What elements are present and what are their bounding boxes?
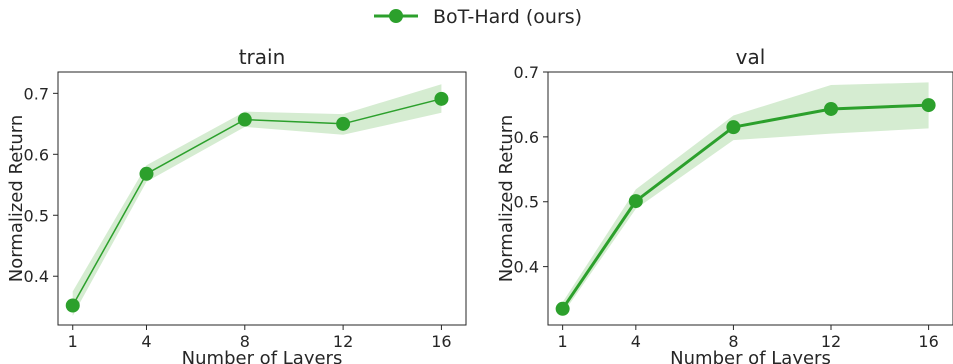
chart-title: train [239,45,286,69]
x-tick-label: 1 [68,332,78,351]
data-point [726,120,741,135]
data-point [628,194,643,209]
data-point [555,301,570,316]
axes-frame [57,71,467,326]
legend-label: BoT-Hard (ours) [433,6,582,28]
data-point [336,116,351,131]
x-axis-label: Number of Layers [182,348,343,364]
confidence-band [562,82,929,315]
y-tick-label: 0.6 [24,145,49,164]
x-tick-label: 4 [141,332,151,351]
train-panel: 1 4 8 12 16 0.4 0.5 0.6 0.7 train Number of Layers… [6,45,467,364]
x-tick-label: 12 [821,332,841,351]
legend-point-marker [389,9,403,23]
axes-frame [547,71,953,326]
y-tick-label: 0.7 [24,84,49,103]
x-tick-label: 12 [333,332,353,351]
y-axis-label: Normalized Return [496,115,517,283]
y-tick-label: 0.5 [24,206,49,225]
x-tick-label: 8 [728,332,738,351]
data-point [434,91,449,106]
data-point [824,101,839,116]
x-tick-label: 1 [558,332,568,351]
data-point [139,166,154,181]
legend: BoT-Hard (ours) [374,6,582,28]
chart-title: val [736,45,766,69]
y-tick-label: 0.4 [24,267,49,286]
y-tick-label: 0.4 [514,258,539,277]
data-point [237,112,252,127]
y-tick-label: 0.5 [514,193,539,212]
data-point [921,98,936,113]
x-axis-label: Number of Layers [670,348,831,364]
y-tick-label: 0.7 [514,63,539,82]
y-axis-label: Normalized Return [6,115,27,283]
x-tick-label: 16 [918,332,938,351]
x-tick-label: 16 [431,332,451,351]
y-tick-label: 0.6 [514,128,539,147]
x-tick-label: 4 [631,332,641,351]
confidence-band [72,84,442,316]
data-point [65,298,80,313]
x-tick-label: 8 [240,332,250,351]
val-panel: 1 4 8 12 16 0.4 0.5 0.6 0.7 val Number of Layers No… [496,45,953,364]
